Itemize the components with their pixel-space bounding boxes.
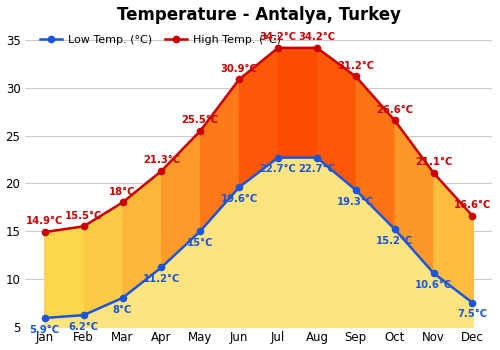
Text: 21.1°C: 21.1°C bbox=[415, 157, 453, 167]
Text: 10.6°C: 10.6°C bbox=[415, 280, 452, 290]
Text: 14.9°C: 14.9°C bbox=[26, 216, 64, 226]
Text: 15°C: 15°C bbox=[187, 238, 214, 248]
Legend: Low Temp. (°C), High Temp. (°C): Low Temp. (°C), High Temp. (°C) bbox=[36, 30, 286, 49]
Text: 15.2°C: 15.2°C bbox=[376, 236, 414, 246]
Text: 6.2°C: 6.2°C bbox=[68, 322, 98, 332]
Text: 11.2°C: 11.2°C bbox=[142, 274, 180, 284]
Text: 19.3°C: 19.3°C bbox=[337, 197, 374, 207]
Text: 31.2°C: 31.2°C bbox=[337, 61, 374, 71]
Text: 21.3°C: 21.3°C bbox=[143, 155, 180, 165]
Text: 22.7°C: 22.7°C bbox=[260, 164, 296, 174]
Text: 26.6°C: 26.6°C bbox=[376, 105, 414, 115]
Text: 18°C: 18°C bbox=[110, 187, 136, 197]
Text: 30.9°C: 30.9°C bbox=[220, 64, 258, 74]
Text: 8°C: 8°C bbox=[113, 304, 132, 315]
Text: 5.9°C: 5.9°C bbox=[30, 325, 60, 335]
Text: 16.6°C: 16.6°C bbox=[454, 200, 491, 210]
Text: 7.5°C: 7.5°C bbox=[458, 309, 488, 320]
Text: 25.5°C: 25.5°C bbox=[182, 115, 219, 125]
Text: 22.7°C: 22.7°C bbox=[298, 164, 336, 174]
Text: 34.2°C: 34.2°C bbox=[298, 32, 336, 42]
Title: Temperature - Antalya, Turkey: Temperature - Antalya, Turkey bbox=[116, 6, 401, 23]
Text: 19.6°C: 19.6°C bbox=[220, 194, 258, 204]
Text: 15.5°C: 15.5°C bbox=[65, 211, 102, 220]
Text: 34.2°C: 34.2°C bbox=[260, 32, 296, 42]
